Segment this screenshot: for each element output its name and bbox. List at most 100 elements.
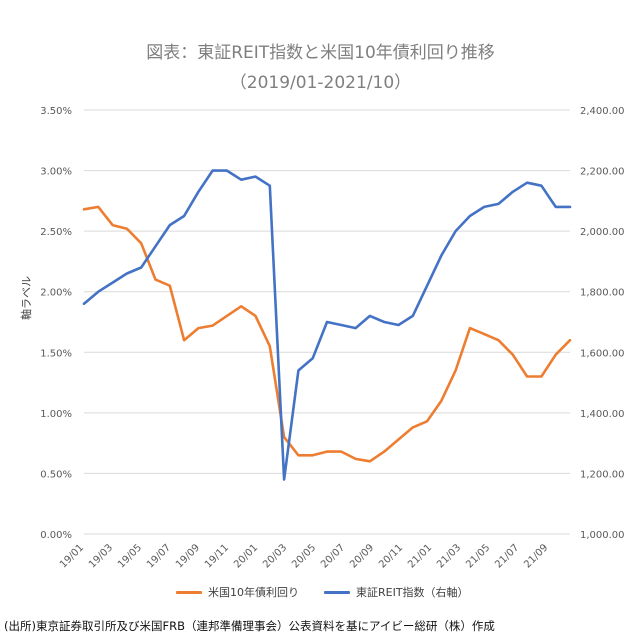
data-point-reit (226, 170, 228, 172)
x-tick-label: 20/11 (377, 542, 405, 570)
y2-tick-label: 1,400.00 (580, 409, 625, 420)
y-tick-label: 3.00% (40, 167, 72, 178)
data-point-yield (326, 451, 328, 453)
y2-tick-label: 1,000.00 (580, 530, 625, 541)
data-point-yield (112, 224, 114, 226)
y2-tick-label: 2,200.00 (580, 167, 625, 178)
data-point-reit (369, 315, 371, 317)
data-point-reit (426, 285, 428, 287)
data-point-reit (412, 315, 414, 317)
data-point-yield (283, 436, 285, 438)
data-point-yield (312, 454, 314, 456)
data-point-yield (455, 369, 457, 372)
data-point-reit (297, 369, 299, 372)
data-point-reit (212, 170, 214, 172)
data-point-yield (254, 315, 257, 317)
y2-tick-label: 1,800.00 (580, 288, 625, 299)
data-point-yield (183, 339, 185, 341)
data-point-yield (397, 438, 400, 441)
y2-tick-label: 1,200.00 (580, 469, 625, 480)
data-point-yield (126, 228, 128, 230)
data-point-reit (469, 215, 471, 217)
data-point-yield (540, 375, 543, 378)
data-point-yield (355, 458, 357, 460)
data-point-yield (83, 208, 85, 210)
data-point-reit (355, 327, 357, 329)
data-point-yield (497, 339, 500, 341)
x-tick-label: 21/03 (435, 542, 463, 570)
data-point-yield (555, 354, 557, 356)
data-point-reit (169, 224, 171, 226)
y-tick-label: 1.00% (40, 409, 72, 420)
chart-title: 図表：東証REIT指数と米国10年債利回り推移 (146, 43, 495, 63)
y-tick-label: 2.00% (40, 288, 72, 299)
x-tick-label: 19/11 (203, 542, 231, 570)
x-tick-label: 19/01 (58, 542, 86, 570)
data-point-reit (197, 191, 199, 193)
chart-subtitle: （2019/01-2021/10） (229, 73, 412, 93)
data-point-reit (240, 179, 242, 181)
x-tick-label: 20/01 (232, 542, 260, 570)
y-tick-label: 0.50% (40, 469, 72, 480)
data-point-reit (497, 203, 500, 205)
data-point-yield (340, 451, 342, 453)
source-note: (出所)東京証券取引所及び米国FRB（連邦準備理事会）公表資料を基にアイビー総研… (4, 619, 495, 633)
data-point-reit (483, 206, 485, 208)
data-point-reit (283, 478, 285, 481)
data-point-yield (412, 426, 414, 428)
x-tick-label: 19/05 (116, 542, 144, 570)
data-point-reit (97, 291, 99, 293)
data-point-yield (154, 279, 157, 281)
x-tick-label: 20/07 (319, 542, 347, 570)
legend-item-reit: 東証REIT指数（右軸） (324, 584, 469, 600)
y2-tick-label: 1,600.00 (580, 348, 625, 359)
x-tick-label: 19/09 (174, 542, 202, 570)
data-point-yield (426, 420, 428, 422)
data-point-reit (455, 230, 457, 232)
data-point-reit (254, 176, 257, 178)
y-axis-title: 軸ラベル (20, 276, 33, 320)
data-point-yield (483, 333, 485, 335)
data-point-reit (540, 185, 543, 187)
y-tick-label: 3.50% (40, 106, 72, 117)
data-point-reit (512, 191, 514, 193)
legend-label-reit: 東証REIT指数（右軸） (356, 586, 469, 599)
data-point-yield (440, 400, 442, 402)
data-point-yield (569, 339, 571, 341)
data-point-reit (440, 254, 442, 256)
data-point-reit (340, 324, 342, 326)
data-point-reit (397, 324, 400, 326)
data-point-yield (269, 345, 271, 347)
data-point-yield (297, 454, 299, 456)
x-tick-label: 19/07 (145, 542, 173, 570)
data-point-yield (212, 325, 214, 327)
data-point-yield (369, 460, 371, 462)
y-tick-label: 0.00% (40, 530, 72, 541)
legend-swatch-yield (176, 590, 202, 594)
x-tick-label: 21/07 (493, 542, 521, 570)
x-tick-label: 20/03 (261, 542, 289, 570)
x-tick-label: 21/05 (464, 542, 492, 570)
data-point-reit (526, 182, 528, 184)
data-point-yield (383, 451, 385, 453)
data-point-yield (197, 327, 199, 329)
legend-swatch-reit (324, 590, 350, 594)
data-point-yield (169, 285, 171, 287)
data-point-reit (183, 215, 185, 217)
x-tick-label: 20/05 (290, 542, 318, 570)
data-point-reit (312, 357, 314, 359)
data-point-yield (97, 206, 99, 208)
x-tick-label: 21/01 (406, 542, 434, 570)
x-tick-label: 21/09 (522, 542, 550, 570)
y-tick-label: 2.50% (40, 227, 72, 238)
legend: 米国10年債利回り 東証REIT指数（右軸） (0, 584, 641, 600)
data-point-reit (555, 206, 557, 208)
data-point-reit (154, 245, 157, 247)
data-point-yield (512, 354, 514, 356)
legend-label-yield: 米国10年債利回り (208, 586, 299, 599)
data-point-reit (126, 272, 128, 275)
y2-tick-label: 2,400.00 (580, 106, 625, 117)
data-point-reit (140, 266, 142, 269)
x-tick-label: 19/03 (87, 542, 115, 570)
